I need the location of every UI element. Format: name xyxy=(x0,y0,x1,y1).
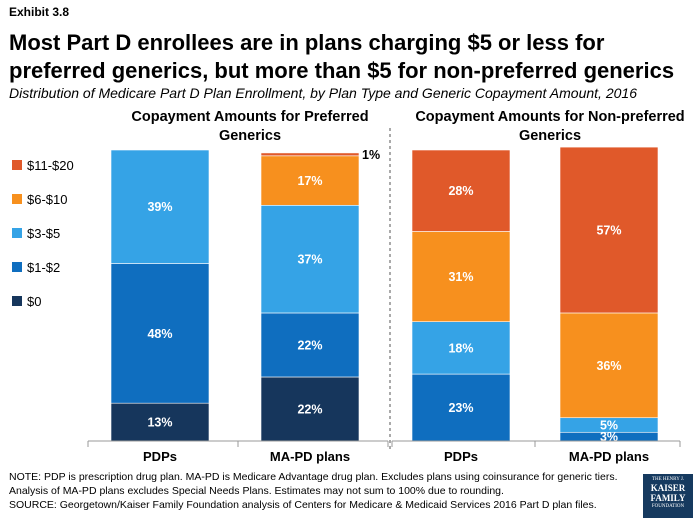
legend-label-3-5: $3-$5 xyxy=(27,226,60,241)
bar-segment-ma-pd-plans-6-10 xyxy=(260,155,360,206)
data-label: 57% xyxy=(596,224,621,238)
footnote-line: Analysis of MA-PD plans excludes Special… xyxy=(9,485,504,497)
data-label: 22% xyxy=(297,338,322,352)
group-title-non-preferred: Copayment Amounts for Non-preferred Gene… xyxy=(415,109,685,144)
kff-logo: THE HENRY J. KAISER FAMILY FOUNDATION xyxy=(643,474,693,518)
exhibit-label: Exhibit 3.8 xyxy=(9,5,70,19)
data-label: 1% xyxy=(362,148,380,162)
bar-segment-ma-pd-plans-1-2 xyxy=(260,312,360,378)
data-label: 17% xyxy=(297,174,322,188)
bar-segment-pdps-3-5 xyxy=(411,321,511,375)
logo-line: KAISER xyxy=(650,483,686,493)
bar-segment-pdps-6-10 xyxy=(411,231,511,322)
footnote: NOTE: PDP is prescription drug plan. MA-… xyxy=(9,470,629,512)
data-label: 48% xyxy=(147,327,172,341)
category-label: PDPs xyxy=(143,449,177,464)
data-label: 23% xyxy=(448,401,473,415)
bar-segment-pdps-1-2 xyxy=(110,263,210,404)
chart-subtitle: Distribution of Medicare Part D Plan Enr… xyxy=(9,85,637,101)
data-label: 36% xyxy=(596,359,621,373)
legend-label-6-10: $6-$10 xyxy=(27,192,67,207)
data-label: 37% xyxy=(297,253,322,267)
data-label: 18% xyxy=(448,341,473,355)
legend-swatch-6-10 xyxy=(12,194,22,204)
legend-label-11-20: $11-$20 xyxy=(27,158,74,173)
legend-swatch-11-20 xyxy=(12,160,22,170)
data-label: 39% xyxy=(147,200,172,214)
legend-label-1-2: $1-$2 xyxy=(27,260,60,275)
data-label: 28% xyxy=(448,184,473,198)
bar-segment-ma-pd-plans-6-10 xyxy=(559,312,659,419)
logo-line: FOUNDATION xyxy=(651,504,685,509)
data-label: 5% xyxy=(600,418,618,432)
legend-swatch-3-5 xyxy=(12,228,22,238)
footnote-line: SOURCE: Georgetown/Kaiser Family Foundat… xyxy=(9,499,597,511)
footnote-line: NOTE: PDP is prescription drug plan. MA-… xyxy=(9,471,618,483)
category-label: MA-PD plans xyxy=(270,449,350,464)
legend-label-0: $0 xyxy=(27,294,41,309)
bar-segment-ma-pd-plans-3-5 xyxy=(260,204,360,314)
bar-segment-pdps-3-5 xyxy=(110,149,210,264)
bar-segment-ma-pd-plans-0 xyxy=(260,376,360,442)
bar-segment-pdps-11-20 xyxy=(411,149,511,232)
data-label: 13% xyxy=(147,416,172,430)
legend-swatch-1-2 xyxy=(12,262,22,272)
data-label: 31% xyxy=(448,270,473,284)
bar-segment-ma-pd-plans-11-20 xyxy=(260,152,360,157)
legend-swatch-0 xyxy=(12,296,22,306)
category-label: PDPs xyxy=(444,449,478,464)
logo-line: THE HENRY J. xyxy=(651,477,685,482)
category-label: MA-PD plans xyxy=(569,449,649,464)
bar-segment-pdps-0 xyxy=(110,402,210,442)
data-label: 22% xyxy=(297,402,322,416)
bar-segment-ma-pd-plans-11-20 xyxy=(559,146,659,314)
chart-title: Most Part D enrollees are in plans charg… xyxy=(9,30,675,83)
group-title-preferred: Copayment Amounts for Preferred Generics xyxy=(131,109,369,144)
logo-line: FAMILY xyxy=(650,493,686,503)
